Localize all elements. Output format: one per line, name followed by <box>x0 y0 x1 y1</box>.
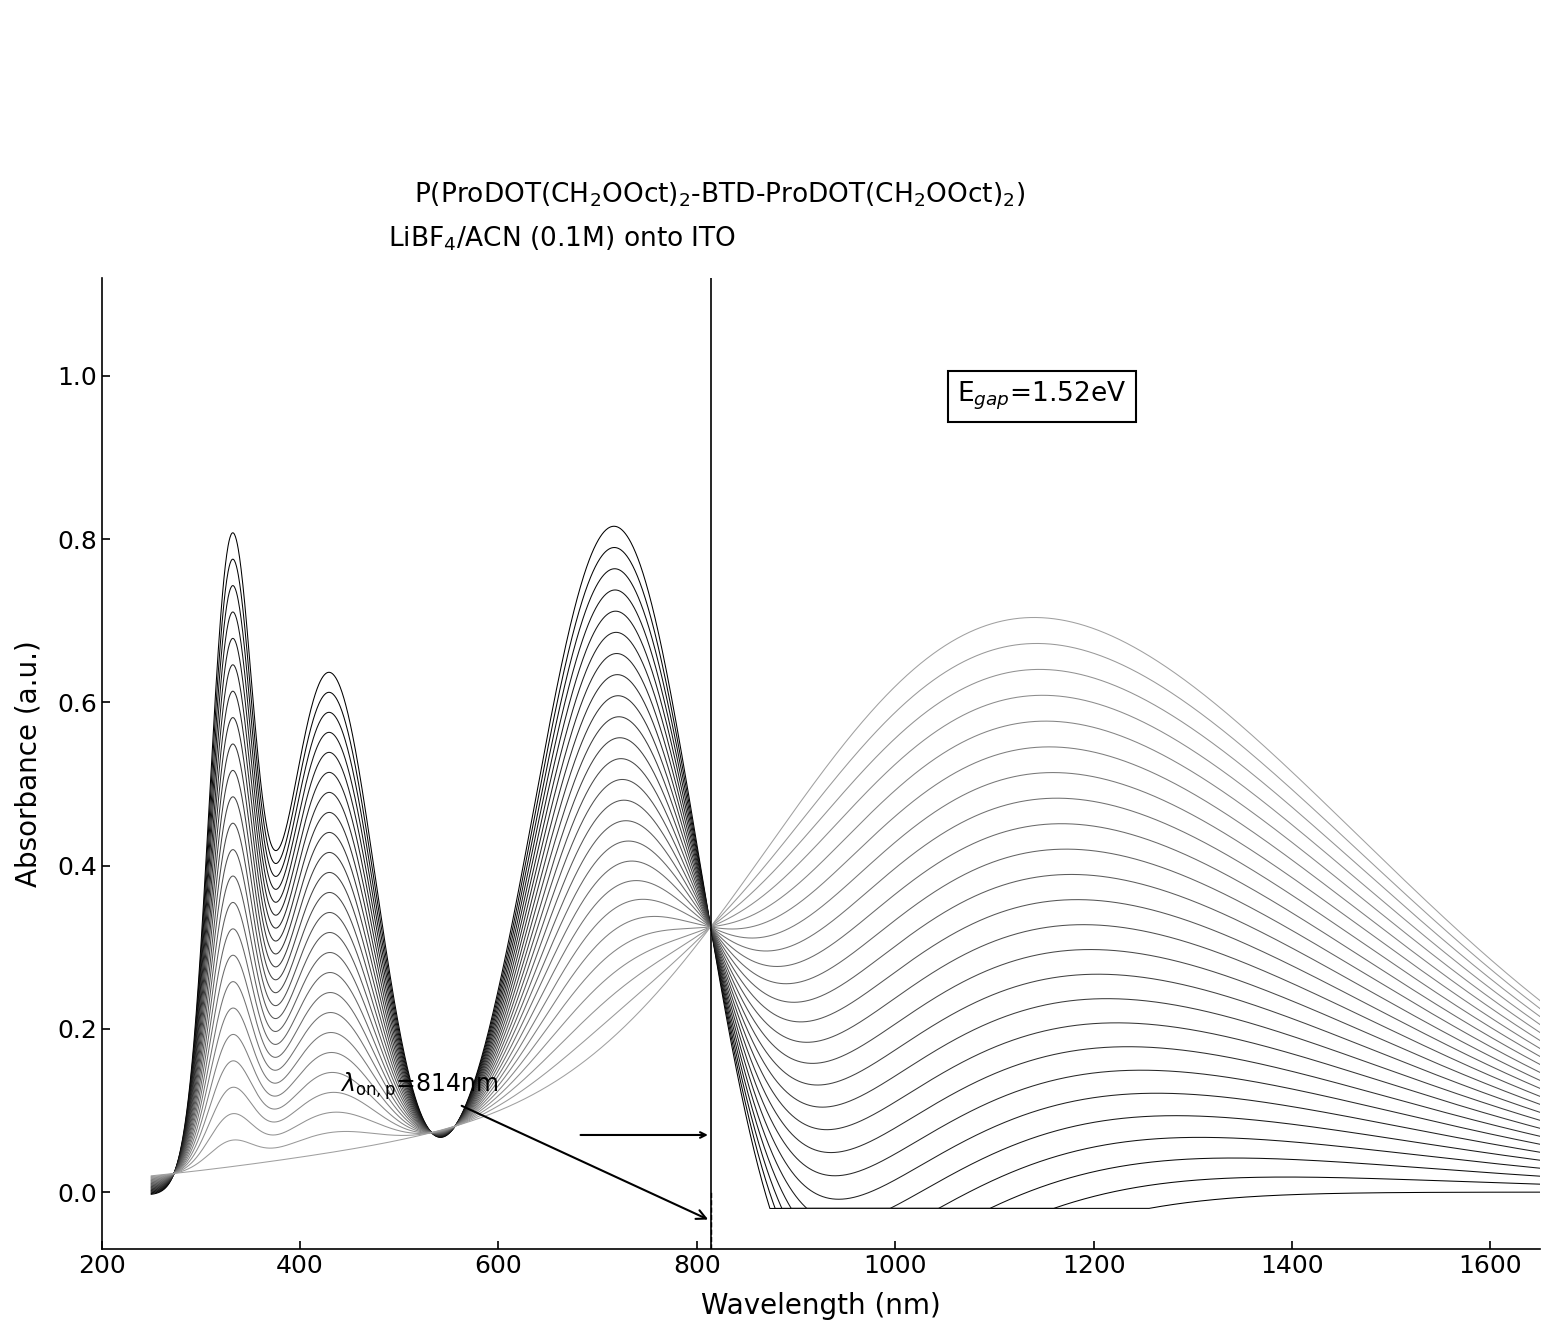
Text: $\lambda_{\mathrm{on,p}}$=814nm: $\lambda_{\mathrm{on,p}}$=814nm <box>339 1071 706 1219</box>
X-axis label: Wavelength (nm): Wavelength (nm) <box>701 1292 941 1320</box>
Y-axis label: Absorbance (a.u.): Absorbance (a.u.) <box>16 641 44 886</box>
Text: E$_{gap}$=1.52eV: E$_{gap}$=1.52eV <box>958 380 1127 413</box>
Text: P(ProDOT(CH$_2$OOct)$_2$-BTD-ProDOT(CH$_2$OOct)$_2$): P(ProDOT(CH$_2$OOct)$_2$-BTD-ProDOT(CH$_… <box>415 180 1026 210</box>
Text: LiBF$_4$/ACN (0.1M) onto ITO: LiBF$_4$/ACN (0.1M) onto ITO <box>387 224 736 254</box>
